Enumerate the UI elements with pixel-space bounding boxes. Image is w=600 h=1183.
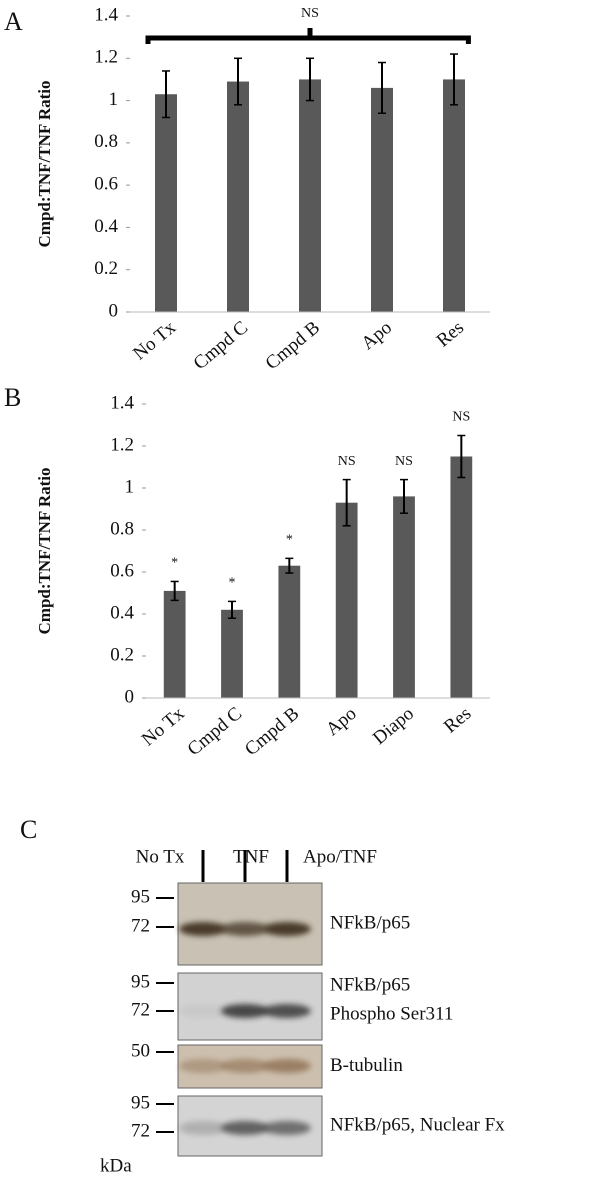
blot — [177, 1095, 323, 1157]
bar — [450, 456, 473, 698]
marker-label: 95 — [131, 1092, 150, 1113]
blot-label: B-tubulin — [330, 1055, 403, 1076]
y-tick-label: 1.4 — [94, 4, 118, 25]
panel-label: C — [20, 815, 37, 844]
bar — [299, 79, 321, 312]
x-tick-label: Cmpd B — [262, 317, 324, 374]
unit-label: kDa — [100, 1155, 132, 1176]
bar — [443, 79, 465, 312]
blot-band — [221, 1059, 269, 1073]
bar — [227, 81, 249, 313]
panel-label: A — [4, 7, 23, 36]
y-tick-label: 0.6 — [94, 174, 118, 195]
lane-label: No Tx — [136, 846, 185, 867]
error-bar — [285, 557, 294, 574]
blot — [177, 1044, 323, 1089]
blot-label: NFkB/p65 — [330, 974, 410, 995]
blot — [177, 882, 323, 966]
y-tick-label: 0.6 — [110, 560, 134, 581]
bar — [393, 496, 415, 698]
blot-band — [179, 1004, 227, 1018]
marker-label: 72 — [131, 1120, 150, 1141]
y-tick-label: 0.8 — [110, 518, 134, 539]
y-axis-label: Cmpd:TNF/TNF Ratio — [35, 467, 54, 634]
blot-band — [221, 1004, 269, 1018]
bar — [163, 590, 186, 698]
error-bar — [170, 580, 179, 602]
bar — [278, 565, 301, 698]
blot — [177, 972, 323, 1041]
bar-annotation: * — [286, 533, 293, 548]
blot-band — [263, 1004, 311, 1018]
y-tick-label: 1.2 — [94, 47, 118, 68]
error-bar — [162, 70, 170, 119]
y-tick-label: 0.4 — [110, 602, 134, 623]
blot-label: NFkB/p65, Nuclear Fx — [330, 1114, 505, 1135]
bar-annotation: NS — [395, 454, 413, 469]
y-tick-label: 0 — [109, 300, 119, 321]
x-tick-label: Cmpd B — [241, 703, 303, 760]
bracket-annotation: NS — [301, 6, 319, 21]
error-bar — [228, 600, 236, 619]
blot-band — [263, 922, 311, 936]
error-bar — [450, 53, 458, 106]
x-tick-label: No Tx — [129, 317, 180, 365]
error-bar — [400, 478, 408, 514]
marker-label: 50 — [131, 1040, 150, 1061]
marker-label: 95 — [131, 886, 150, 907]
x-tick-label: Cmpd C — [184, 703, 246, 760]
y-tick-label: 1 — [109, 89, 119, 110]
x-tick-label: No Tx — [138, 703, 189, 751]
y-tick-label: 1 — [125, 476, 135, 497]
y-axis-label: Cmpd:TNF/TNF Ratio — [35, 80, 54, 247]
panel-label: B — [4, 383, 21, 412]
blot-band — [179, 1121, 227, 1135]
marker-label: 72 — [131, 999, 150, 1020]
x-tick-label: Cmpd C — [190, 317, 252, 374]
blot-band — [263, 1059, 311, 1073]
blot-band — [221, 1121, 269, 1135]
significance-bracket — [145, 28, 471, 44]
x-tick-label: Diapo — [369, 703, 418, 749]
blot-label: NFkB/p65 — [330, 912, 410, 933]
error-bar — [306, 57, 314, 102]
y-tick-label: 0.2 — [94, 258, 118, 279]
y-tick-label: 1.2 — [110, 434, 134, 455]
bar — [371, 87, 393, 312]
marker-label: 72 — [131, 915, 150, 936]
x-tick-label: Apo — [322, 703, 361, 740]
blot-band — [179, 1059, 227, 1073]
blot-band — [263, 1121, 311, 1135]
y-tick-label: 0 — [125, 686, 135, 707]
blot-band — [179, 922, 227, 936]
error-bar — [457, 434, 466, 479]
y-tick-label: 0.4 — [94, 216, 118, 237]
marker-label: 95 — [131, 971, 150, 992]
y-tick-label: 0.8 — [94, 131, 118, 152]
bar-annotation: * — [229, 576, 236, 591]
x-tick-label: Res — [440, 703, 475, 737]
error-bar — [378, 61, 386, 115]
y-tick-label: 0.2 — [110, 644, 134, 665]
blot-label: Phospho Ser311 — [330, 1003, 453, 1024]
bar-annotation: NS — [452, 410, 470, 425]
bar — [335, 502, 358, 698]
error-bar — [234, 57, 242, 106]
bar — [221, 609, 243, 698]
blot-band — [221, 922, 269, 936]
lane-label: Apo/TNF — [303, 846, 377, 867]
error-bar — [342, 478, 351, 527]
bar — [155, 94, 177, 312]
bar-annotation: NS — [338, 454, 356, 469]
y-tick-label: 1.4 — [110, 392, 134, 413]
bar-annotation: * — [171, 556, 178, 571]
x-tick-label: Apo — [357, 317, 396, 354]
lane-label: TNF — [233, 846, 269, 867]
x-tick-label: Res — [433, 317, 468, 351]
